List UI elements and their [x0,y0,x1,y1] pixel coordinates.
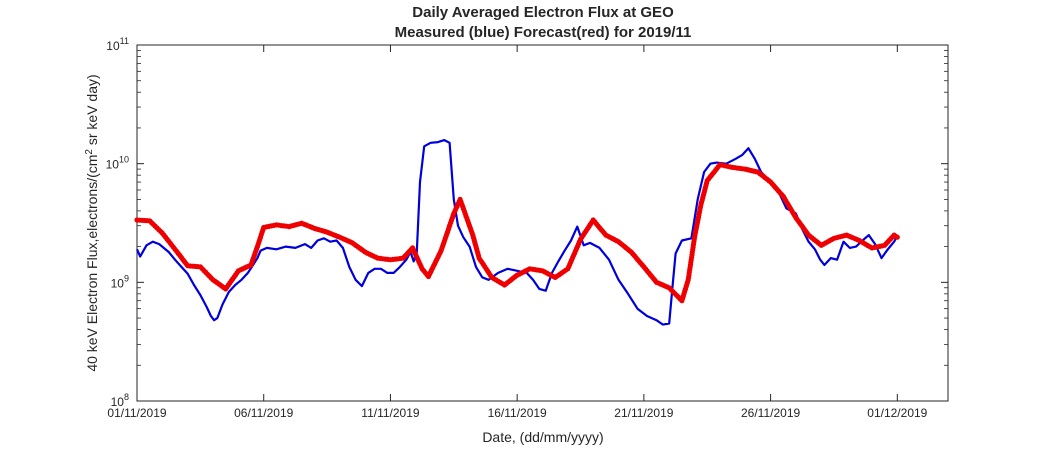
y-tick-label: 1010 [106,155,129,172]
y-tick-label-base: 10 [106,39,120,53]
y-tick-label: 108 [111,392,129,409]
chart-title: Daily Averaged Electron Flux at GEO [412,4,674,21]
y-tick-label-base: 10 [111,276,125,290]
x-tick-label: 21/11/2019 [614,406,673,420]
series-layer [134,139,900,326]
y-tick-label: 109 [111,273,129,290]
y-tick-label-exponent: 8 [124,392,129,402]
y-tick-label-exponent: 10 [119,155,129,165]
plot-area [136,44,949,402]
chart-subtitle: Measured (blue) Forecast(red) for 2019/1… [395,24,692,41]
x-tick-label: 01/11/2019 [107,406,166,420]
x-tick-label: 26/11/2019 [741,406,800,420]
y-axis-label: 40 keV Electron Flux,electrons/(cm2 sr k… [84,74,101,371]
y-tick-label-base: 10 [111,395,125,409]
x-tick-label: 06/11/2019 [234,406,293,420]
forecast-series-dots [134,162,900,304]
y-tick-label: 1011 [106,36,129,53]
y-tick-label-exponent: 9 [124,273,129,283]
x-tick-label: 11/11/2019 [361,406,420,420]
y-tick-label-exponent: 11 [120,36,129,46]
x-axis-label: Date, (dd/mm/yyyy) [482,429,603,445]
y-axis-label-prefix: 40 keV Electron Flux,electrons/(cm [84,155,100,372]
x-tick-label: 01/12/2019 [867,406,927,420]
y-tick-label-base: 10 [106,158,120,172]
forecast-dot [894,234,900,240]
x-tick-label: 16/11/2019 [488,406,547,420]
y-axis-label-superscript: 2 [84,149,95,155]
y-axis-label-suffix: sr keV day) [84,74,100,149]
axis-ticks: 01/11/2019 06/11/2019 11/11/2019 16/11/2019… [106,36,948,420]
